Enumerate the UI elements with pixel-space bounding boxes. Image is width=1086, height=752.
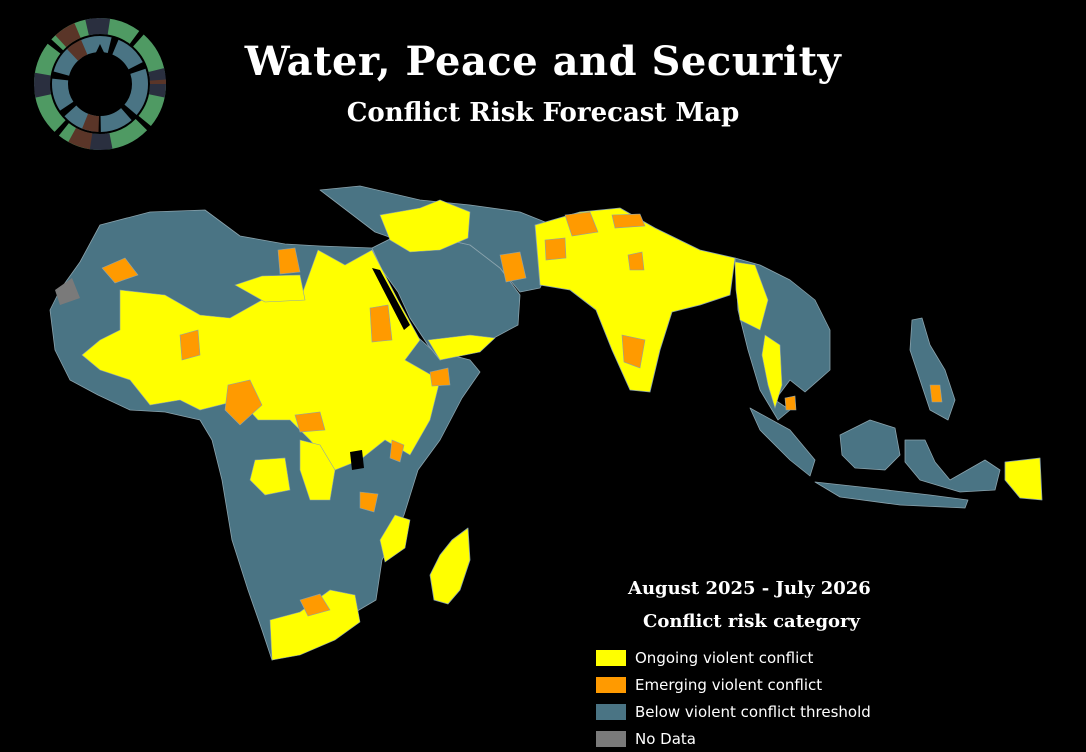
legend-label: No Data [635,729,696,748]
emerging-ethiopia [429,367,451,387]
legend-item-no-data: No Data [596,725,896,752]
legend-label: Ongoing violent conflict [635,648,814,667]
emerging-afghanistan [564,211,599,237]
philippines [909,317,956,421]
page-subtitle: Conflict Risk Forecast Map [346,98,740,128]
emerging-nigeria [224,379,263,426]
legend-swatch [596,703,626,720]
legend-label: Below violent conflict threshold [635,702,871,721]
emerging-morocco [101,257,139,284]
red-sea [372,268,410,330]
emerging-sudan [369,304,393,343]
sulawesi-moluccas [904,439,1001,493]
emerging-south-africa [299,593,331,617]
emerging-pakistan [544,237,567,261]
thailand-ongoing [761,334,783,410]
emerging-chad [179,329,201,361]
legend-swatch [596,730,626,747]
emerging-kenya [389,439,405,463]
emerging-iran [499,251,527,283]
emerging-philippines [929,384,943,403]
legend-item-below-threshold: Below violent conflict threshold [596,698,896,725]
yemen-ongoing [427,334,496,361]
emerging-nepal [611,213,646,229]
legend-period: August 2025 - July 2026 [628,578,871,599]
emerging-zambia [359,491,379,513]
emerging-tunisia-libya [277,247,301,275]
borneo [839,419,901,471]
wps-water-drop-logo-icon [34,18,166,150]
central-africa-ongoing [299,439,336,501]
map-legend: August 2025 - July 2026 Conflict risk ca… [596,578,896,752]
sumatra [749,407,816,477]
middle-east-ongoing [379,199,471,253]
legend-item-emerging: Emerging violent conflict [596,671,896,698]
papua [1004,457,1043,501]
libya-ongoing [234,274,306,303]
legend-swatch [596,649,626,666]
madagascar [429,527,471,605]
no-data-western-sahara [55,278,80,305]
angola-ongoing [249,457,291,496]
myanmar-ongoing [734,261,769,331]
legend-item-ongoing: Ongoing violent conflict [596,644,896,671]
page-title: Water, Peace and Security [244,38,842,85]
emerging-bangladesh [627,251,645,271]
no-data-rwanda-region [350,450,364,470]
mozambique-ongoing [379,514,411,563]
emerging-cameroon [294,411,326,433]
legend-title: Conflict risk category [643,611,861,632]
legend-swatch [596,676,626,693]
java-islands [814,481,969,509]
legend-label: Emerging violent conflict [635,675,823,694]
emerging-malaysia [784,395,797,411]
emerging-india-central [621,334,646,369]
